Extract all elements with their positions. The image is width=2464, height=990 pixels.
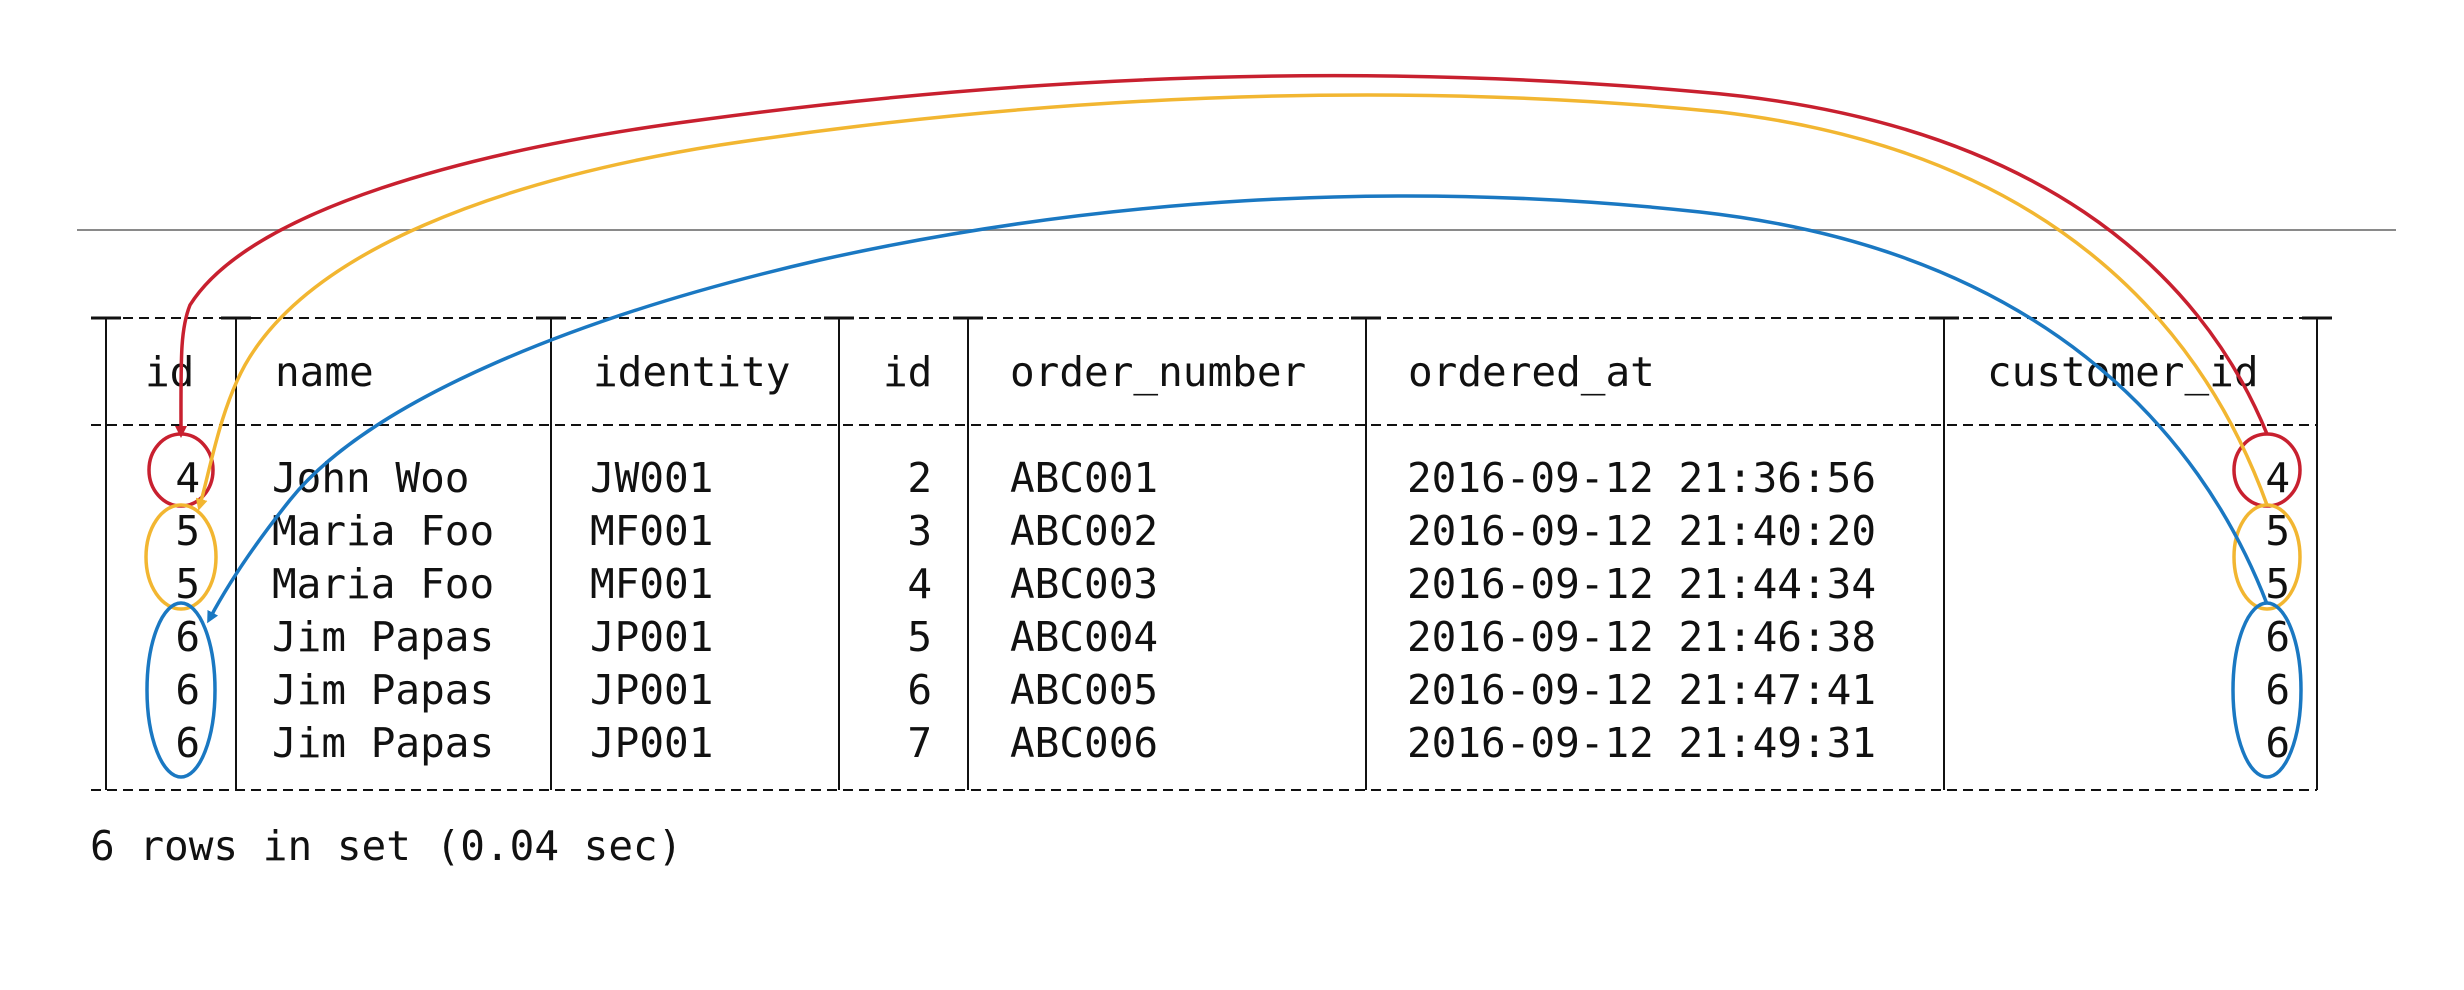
cell-fk-customer-id: 4: [2265, 454, 2290, 502]
cell-order-number: ABC005: [1010, 666, 1159, 714]
cell-identity: MF001: [590, 507, 714, 555]
header-order-number: order_number: [1010, 348, 1307, 396]
cell-order-id: 7: [907, 719, 932, 767]
cell-customer-id: 5: [175, 507, 200, 555]
cell-ordered-at: 2016-09-12 21:44:34: [1407, 560, 1876, 608]
header-ordered-at: ordered_at: [1408, 348, 1655, 396]
cell-customer-id: 6: [175, 666, 200, 714]
cell-ordered-at: 2016-09-12 21:47:41: [1407, 666, 1876, 714]
cell-name: Jim Papas: [272, 613, 495, 661]
cell-customer-id: 5: [175, 560, 200, 608]
cell-ordered-at: 2016-09-12 21:46:38: [1407, 613, 1876, 661]
cell-order-number: ABC002: [1010, 507, 1159, 555]
cell-order-number: ABC001: [1010, 454, 1159, 502]
cell-customer-id: 6: [175, 719, 200, 767]
cell-order-number: ABC003: [1010, 560, 1159, 608]
cell-name: Jim Papas: [272, 666, 495, 714]
cell-fk-customer-id: 5: [2265, 560, 2290, 608]
cell-fk-customer-id: 6: [2265, 719, 2290, 767]
cell-identity: JW001: [590, 454, 714, 502]
header-identity: identity: [593, 348, 791, 396]
cell-identity: JP001: [590, 666, 714, 714]
cell-order-id: 4: [907, 560, 932, 608]
cell-order-number: ABC004: [1010, 613, 1159, 661]
cell-customer-id: 6: [175, 613, 200, 661]
cell-fk-customer-id: 5: [2265, 507, 2290, 555]
cell-order-id: 5: [907, 613, 932, 661]
cell-customer-id: 4: [175, 454, 200, 502]
header-customer-id: customer_id: [1987, 348, 2259, 396]
cell-order-id: 3: [907, 507, 932, 555]
cell-identity: MF001: [590, 560, 714, 608]
cell-ordered-at: 2016-09-12 21:36:56: [1407, 454, 1876, 502]
cell-fk-customer-id: 6: [2265, 613, 2290, 661]
cell-order-id: 6: [907, 666, 932, 714]
header-id-2: id: [883, 348, 933, 396]
header-name: name: [275, 348, 374, 396]
cell-name: Jim Papas: [272, 719, 495, 767]
header-id-1: id: [145, 348, 195, 396]
cell-identity: JP001: [590, 613, 714, 661]
cell-name: John Woo: [272, 454, 470, 502]
cell-order-number: ABC006: [1010, 719, 1159, 767]
cell-fk-customer-id: 6: [2265, 666, 2290, 714]
cell-ordered-at: 2016-09-12 21:40:20: [1407, 507, 1876, 555]
query-status: 6 rows in set (0.04 sec): [90, 822, 683, 870]
cell-identity: JP001: [590, 719, 714, 767]
cell-order-id: 2: [907, 454, 932, 502]
cell-name: Maria Foo: [272, 507, 495, 555]
cell-name: Maria Foo: [272, 560, 495, 608]
cell-ordered-at: 2016-09-12 21:49:31: [1407, 719, 1876, 767]
